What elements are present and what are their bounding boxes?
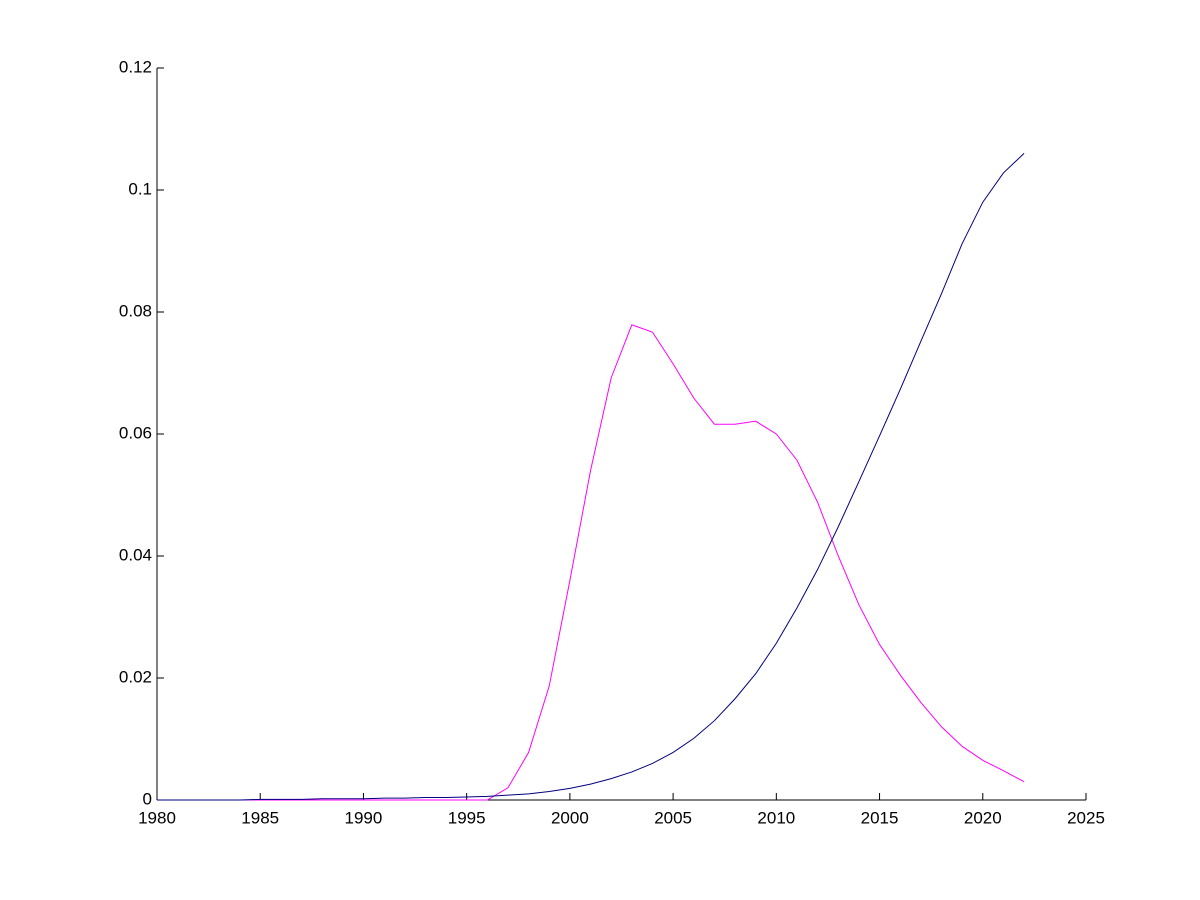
y-tick-label: 0.1 <box>128 179 152 198</box>
x-tick-label: 1980 <box>138 808 176 827</box>
line <box>157 153 1025 801</box>
line <box>157 324 1025 801</box>
x-tick-label: 2015 <box>861 808 899 827</box>
y-tick-label: 0.12 <box>119 57 152 76</box>
x-tick-label: 1985 <box>241 808 279 827</box>
y-tick-label: 0.08 <box>119 301 152 320</box>
x-tick-label: 2025 <box>1067 808 1105 827</box>
y-tick-label: 0.04 <box>119 545 152 564</box>
x-tick-label: 2005 <box>654 808 692 827</box>
y-tick-label: 0 <box>143 789 152 808</box>
y-tick-label: 0.06 <box>119 423 152 442</box>
x-tick-label: 2000 <box>551 808 589 827</box>
x-tick-label: 1990 <box>345 808 383 827</box>
x-tick-label: 2010 <box>757 808 795 827</box>
x-tick-label: 1995 <box>448 808 486 827</box>
x-tick-label: 2020 <box>964 808 1002 827</box>
y-tick-label: 0.02 <box>119 667 152 686</box>
